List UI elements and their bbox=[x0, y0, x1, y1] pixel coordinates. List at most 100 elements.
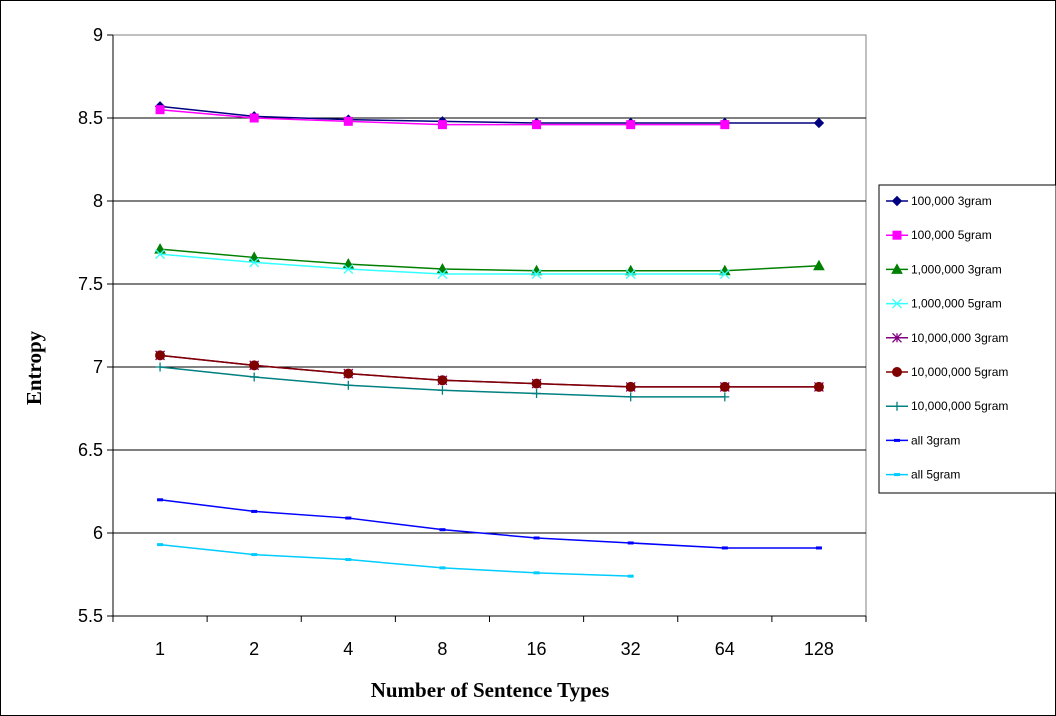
data-point bbox=[815, 546, 822, 550]
series-4 bbox=[155, 249, 730, 279]
legend-item: 1,000,000 5gram bbox=[886, 297, 1002, 311]
legend-label: all 5gram bbox=[911, 468, 960, 482]
data-point bbox=[345, 516, 352, 520]
legend-box bbox=[878, 184, 1056, 494]
data-point bbox=[626, 120, 636, 130]
series-line bbox=[159, 543, 631, 577]
y-tick-label: 9 bbox=[93, 25, 103, 45]
x-tick-label: 64 bbox=[715, 639, 735, 659]
data-point bbox=[249, 372, 259, 382]
data-point bbox=[157, 498, 164, 502]
series-group bbox=[154, 101, 825, 578]
data-point bbox=[720, 120, 730, 130]
series-7 bbox=[155, 362, 730, 402]
legend-marker bbox=[892, 230, 902, 240]
data-point bbox=[157, 543, 164, 547]
legend: 100,000 3gram 100,000 5gram 1,000,000 3gra… bbox=[878, 184, 1056, 494]
x-tick-label: 128 bbox=[804, 639, 834, 659]
legend-label: 100,000 5gram bbox=[911, 228, 992, 242]
data-point bbox=[627, 541, 634, 545]
data-point bbox=[625, 269, 636, 279]
data-point bbox=[343, 368, 354, 379]
data-point bbox=[155, 350, 166, 361]
data-point bbox=[531, 269, 542, 279]
legend-marker bbox=[891, 195, 903, 207]
y-tick-label: 6.5 bbox=[78, 440, 103, 460]
series-2 bbox=[155, 105, 730, 130]
data-point bbox=[343, 380, 353, 390]
data-point bbox=[720, 392, 730, 402]
legend-marker bbox=[892, 367, 902, 377]
x-axis-title: Number of Sentence Types bbox=[371, 678, 610, 702]
legend-marker bbox=[894, 473, 900, 477]
data-point bbox=[251, 509, 258, 513]
legend-label: 1,000,000 3gram bbox=[911, 262, 1002, 276]
series-line bbox=[159, 105, 819, 124]
data-point bbox=[626, 392, 636, 402]
data-point bbox=[532, 120, 542, 130]
x-tick-label: 16 bbox=[527, 639, 547, 659]
data-point bbox=[627, 574, 634, 578]
legend-marker bbox=[892, 332, 902, 343]
legend-item: 10,000,000 5gram bbox=[886, 399, 1008, 413]
x-tick-labels: 1 2 4 8 16 32 64 128 bbox=[155, 639, 834, 659]
legend-item: all 5gram bbox=[886, 468, 960, 482]
gridlines bbox=[107, 34, 866, 617]
y-tick-label: 7 bbox=[93, 357, 103, 377]
data-point bbox=[437, 120, 447, 130]
data-point bbox=[719, 381, 730, 392]
data-point bbox=[155, 249, 166, 260]
data-point bbox=[813, 259, 825, 271]
legend-label: 10,000,000 5gram bbox=[911, 365, 1008, 379]
data-point bbox=[437, 269, 448, 279]
data-point bbox=[155, 362, 165, 372]
x-tick-label: 32 bbox=[621, 639, 641, 659]
series-8 bbox=[157, 498, 822, 550]
legend-item: 10,000,000 5gram bbox=[886, 365, 1008, 379]
legend-label: all 3gram bbox=[911, 433, 960, 447]
data-point bbox=[533, 536, 540, 540]
series-line bbox=[159, 499, 819, 549]
data-point bbox=[813, 381, 824, 392]
data-point bbox=[155, 105, 165, 115]
data-point bbox=[343, 116, 353, 126]
data-point bbox=[531, 378, 542, 389]
x-tick-label: 1 bbox=[155, 639, 165, 659]
legend-marker bbox=[892, 401, 902, 411]
data-point bbox=[625, 381, 636, 392]
data-point bbox=[249, 360, 260, 371]
y-tick-labels: 5.5 6 6.5 7 7.5 8 8.5 9 bbox=[78, 25, 103, 626]
y-tick-label: 8 bbox=[93, 191, 103, 211]
data-point bbox=[249, 257, 260, 268]
series-9 bbox=[157, 543, 634, 578]
series-line bbox=[159, 248, 819, 272]
y-tick-label: 5.5 bbox=[78, 606, 103, 626]
legend-marker bbox=[891, 263, 903, 274]
data-point bbox=[719, 269, 730, 279]
data-point bbox=[249, 113, 259, 123]
x-tick-label: 4 bbox=[343, 639, 353, 659]
legend-label: 100,000 3gram bbox=[911, 194, 992, 208]
x-tick-label: 8 bbox=[437, 639, 447, 659]
legend-label: 10,000,000 3gram bbox=[911, 331, 1008, 345]
series-6 bbox=[155, 350, 824, 392]
data-point bbox=[437, 385, 447, 395]
legend-item: 100,000 3gram bbox=[886, 194, 992, 208]
data-point bbox=[345, 558, 352, 562]
y-tick-label: 7.5 bbox=[78, 274, 103, 294]
series-line bbox=[159, 354, 819, 388]
y-tick-label: 6 bbox=[93, 523, 103, 543]
y-tick-label: 8.5 bbox=[78, 108, 103, 128]
data-point bbox=[532, 389, 542, 399]
data-point bbox=[439, 566, 446, 570]
data-point bbox=[533, 571, 540, 575]
legend-item: all 3gram bbox=[886, 433, 960, 447]
data-point bbox=[437, 375, 448, 386]
x-tick-label: 2 bbox=[249, 639, 259, 659]
data-point bbox=[439, 528, 446, 532]
legend-label: 1,000,000 5gram bbox=[911, 297, 1002, 311]
y-axis-title: Entropy bbox=[22, 330, 46, 405]
data-point bbox=[343, 264, 354, 275]
plot-area bbox=[112, 34, 867, 617]
